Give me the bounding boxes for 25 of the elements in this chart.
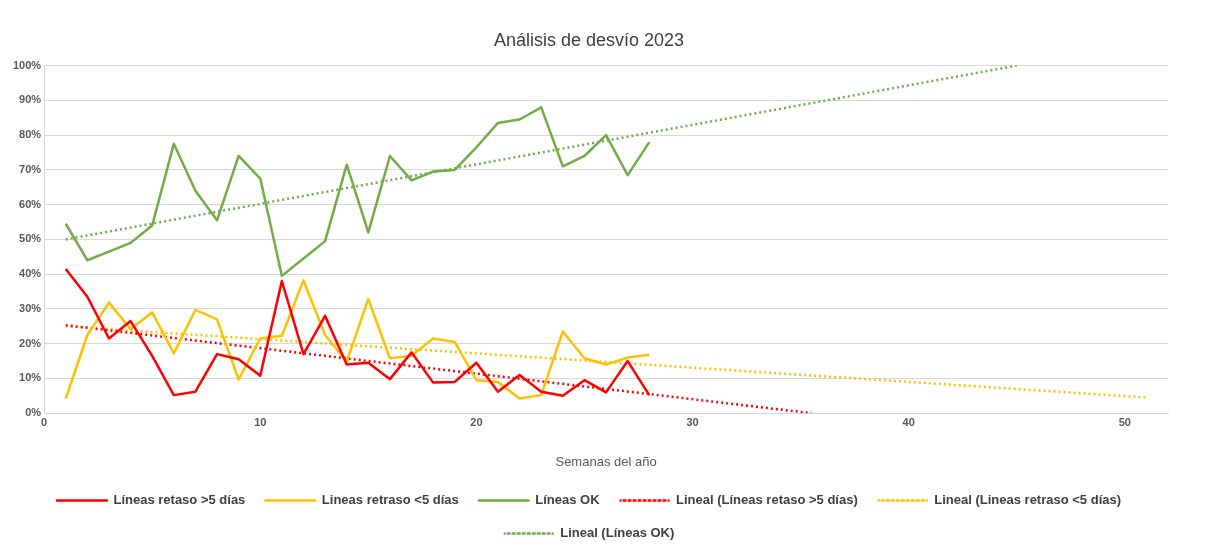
legend-label: Lineas retraso <5 días [321, 492, 459, 508]
x-tick-label: 10 [254, 415, 267, 428]
y-tick-label: 90% [19, 93, 42, 106]
legend-label: Lineal (Líneas OK) [560, 525, 675, 541]
legend-label: Líneas OK [535, 492, 601, 508]
y-tick-label: 0% [25, 406, 42, 419]
legend-label: Lineal (Líneas retaso >5 días) [676, 492, 858, 508]
x-axis-title: Semanas del año [555, 453, 657, 469]
y-tick-label: 20% [19, 336, 42, 349]
chart-title: Análisis de desvío 2023 [493, 29, 685, 50]
y-tick-label: 100% [12, 58, 42, 71]
legend-label: Lineal (Lineas retraso <5 días) [934, 492, 1122, 508]
y-tick-label: 60% [19, 197, 42, 210]
y-tick-label: 10% [19, 371, 42, 384]
x-tick-label: 0 [41, 415, 48, 428]
y-tick-label: 80% [19, 128, 42, 141]
legend-label: Líneas retaso >5 días [113, 492, 246, 508]
x-tick-label: 30 [686, 415, 699, 428]
y-tick-label: 30% [19, 301, 42, 314]
y-tick-label: 70% [19, 162, 42, 175]
y-tick-label: 50% [19, 232, 42, 245]
x-tick-label: 50 [1118, 415, 1131, 428]
x-tick-label: 40 [902, 415, 915, 428]
x-tick-label: 20 [470, 415, 483, 428]
y-tick-label: 40% [19, 267, 42, 280]
